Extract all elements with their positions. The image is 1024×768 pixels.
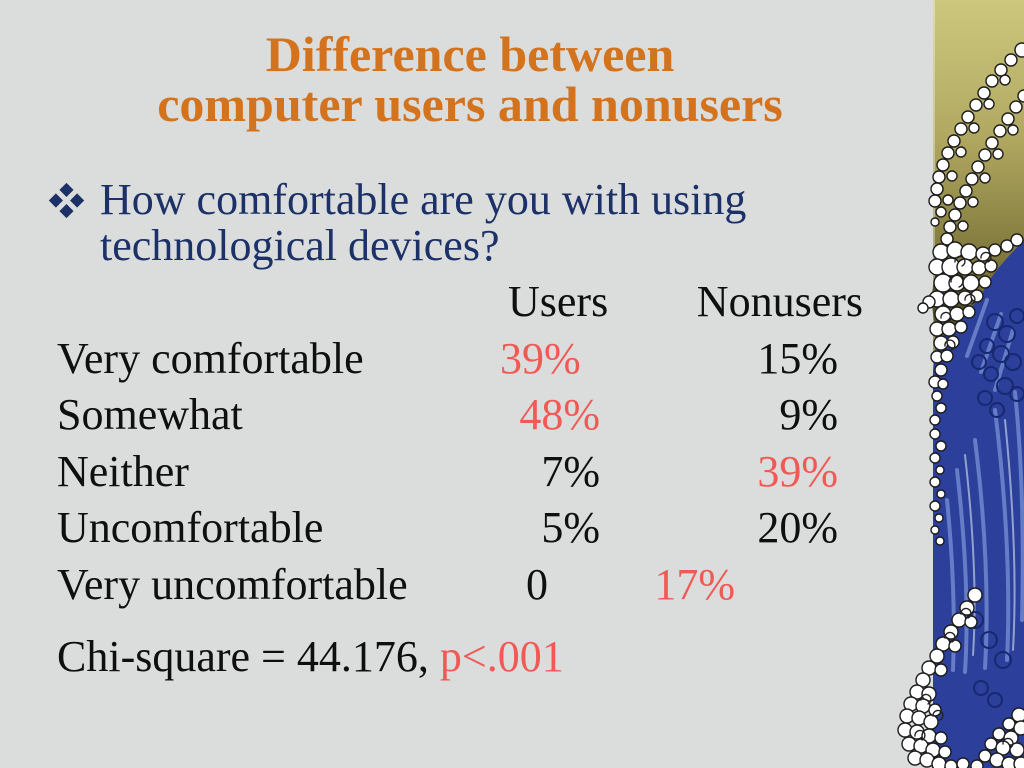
nonusers-value: 15% <box>757 333 838 383</box>
row-label: Neither <box>57 446 189 496</box>
users-value: 48% <box>519 390 600 439</box>
users-value: 39% <box>500 333 581 383</box>
users-value: 5% <box>541 503 600 552</box>
comfort-table: Users Nonusers Very comfortable 39% 15% … <box>57 274 863 613</box>
slide-title-line2: computer users and nonusers <box>157 76 783 132</box>
table-corner-cell <box>57 274 500 331</box>
slide-title: Difference between computer users and no… <box>20 29 920 129</box>
chi-square-note: Chi-square = 44.176, p<.001 <box>57 632 564 682</box>
nonusers-value: 17% <box>654 559 735 609</box>
bullet-item: How comfortable are you with using techn… <box>48 177 812 269</box>
p-value-text: p<.001 <box>439 632 564 681</box>
great-wave-artwork <box>897 0 1024 768</box>
row-label: Somewhat <box>57 390 243 439</box>
users-value: 0 <box>526 559 548 609</box>
row-label: Very uncomfortable <box>57 559 408 609</box>
row-label: Uncomfortable <box>57 503 324 552</box>
nonusers-value: 9% <box>779 390 838 439</box>
diamond-bullet-icon <box>48 182 85 219</box>
bullet-text: How comfortable are you with using techn… <box>100 177 812 269</box>
column-header-nonusers: Nonusers <box>696 277 863 326</box>
users-value: 7% <box>541 446 600 496</box>
column-header-users: Users <box>508 277 609 326</box>
chi-square-text: Chi-square = 44.176, <box>57 632 429 681</box>
row-label: Very comfortable <box>57 333 364 383</box>
slide-title-line1: Difference between <box>265 26 675 82</box>
bullet-text-line1: How comfortable are you with using <box>100 175 747 224</box>
nonusers-value: 39% <box>757 446 838 496</box>
nonusers-value: 20% <box>757 503 838 552</box>
bullet-text-line2: technological devices? <box>100 221 500 270</box>
